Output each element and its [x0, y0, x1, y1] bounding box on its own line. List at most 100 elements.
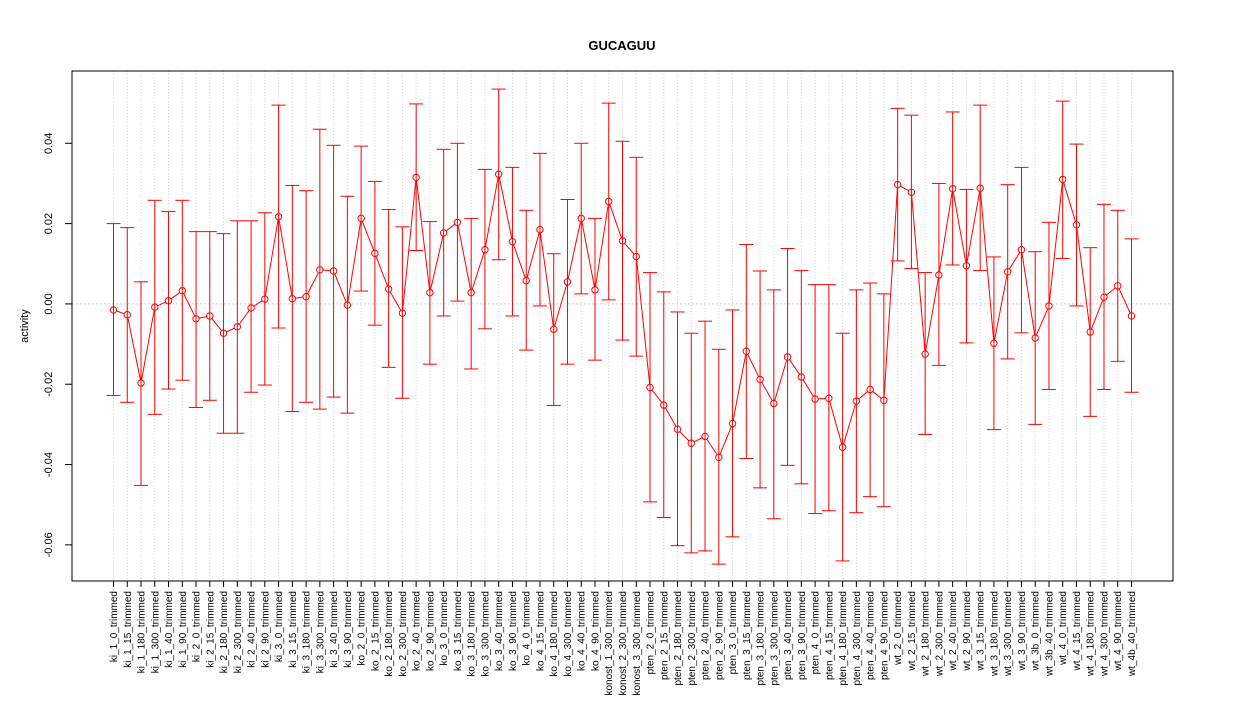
x-tick-label: ki_2_15_trimmed [205, 591, 216, 668]
data-point [398, 309, 407, 317]
series-segment [732, 354, 747, 421]
series-segment [347, 221, 362, 303]
x-tick-label: pten_2_300_trimmed [687, 591, 698, 686]
series-segment [554, 284, 568, 327]
series-segment [457, 225, 472, 290]
data-point [481, 246, 489, 254]
x-tick-label: ki_2_180_trimmed [219, 591, 230, 673]
x-axis: ki_1_0_trimmed ki_1_15_trimmed ki_1_180_tr… [109, 581, 1138, 696]
x-tick-label: ki_3_90_trimmed [343, 591, 354, 668]
data-point [825, 394, 833, 402]
series-segment [624, 242, 635, 255]
data-point [701, 432, 709, 441]
x-tick-label: ko_2_90_trimmed [425, 591, 436, 671]
data-point [357, 214, 365, 223]
x-tick-label: ko_2_300_trimmed [398, 591, 409, 677]
series-segment [295, 296, 304, 299]
x-tick-label: ki_3_40_trimmed [329, 591, 340, 668]
data-point [948, 184, 957, 193]
plot-frame [71, 70, 1174, 582]
x-tick-label: pten_2_180_trimmed [673, 591, 684, 686]
series-segment [170, 292, 180, 300]
series-segment [471, 252, 485, 290]
series-segment [966, 191, 981, 263]
x-tick-label: pten_4_180_trimmed [838, 591, 849, 686]
series-segment [253, 300, 263, 307]
data-point [261, 295, 269, 303]
x-tick-label: ko_4_0_trimmed [522, 591, 533, 665]
series-line [116, 177, 1131, 455]
series-segment [911, 195, 926, 351]
x-tick-label: ko_3_15_trimmed [453, 591, 464, 671]
data-point [109, 306, 118, 314]
x-tick-label: pten_2_15_trimmed [659, 591, 670, 680]
data-point [962, 262, 971, 270]
series-segment [157, 301, 166, 307]
series-segment [1076, 227, 1091, 329]
data-point [935, 271, 943, 279]
x-tick-label: ko_4_15_trimmed [535, 591, 546, 671]
data-point [866, 385, 874, 394]
series-segment [829, 401, 843, 445]
series-segment [802, 379, 814, 397]
x-tick-label: pten_3_40_trimmed [783, 591, 794, 680]
x-tick-label: wt_3_90_trimmed [1017, 591, 1028, 671]
x-tick-label: wt_4_15_trimmed [1072, 591, 1083, 671]
data-point [343, 301, 352, 309]
x-tick-label: ki_3_300_trimmed [315, 591, 326, 673]
x-tick-label: wt_2_90_trimmed [962, 591, 973, 671]
x-tick-label: wt_3_300_trimmed [1003, 591, 1014, 677]
data-point [206, 312, 214, 320]
series-segment [334, 273, 347, 303]
data-point [660, 401, 668, 409]
data-point [1003, 268, 1012, 276]
x-tick-label: ki_1_0_trimmed [109, 591, 120, 662]
x-tick-label: pten_3_180_trimmed [756, 591, 767, 686]
data-point [233, 323, 242, 331]
data-point [673, 425, 682, 433]
x-tick-label: ki_3_180_trimmed [302, 591, 313, 673]
x-tick-label: konost_1_300_trimmed [604, 591, 615, 696]
series-segment [979, 191, 995, 341]
x-tick-label: wt_2_300_trimmed [934, 591, 945, 677]
y-axis: -0.06 -0.04 -0.02 0.00 0.02 0.04 [43, 133, 72, 557]
data-point [921, 350, 929, 358]
data-point [536, 225, 544, 234]
data-point [1114, 282, 1122, 290]
series-segment [211, 318, 222, 332]
series-segment [539, 232, 554, 327]
data-point [467, 288, 475, 297]
series-segment [706, 438, 718, 455]
series-segment [843, 404, 856, 445]
series-segment [952, 191, 967, 263]
data-point [605, 197, 613, 206]
y-tick-label: 0.02 [43, 213, 55, 234]
series-segment [774, 359, 788, 401]
data-point [522, 276, 530, 285]
series-segment [594, 204, 609, 287]
y-tick-label: 0.00 [43, 293, 55, 314]
data-point [852, 397, 861, 405]
data-point [550, 325, 558, 333]
series-segment [402, 180, 417, 311]
series-segment [747, 353, 760, 377]
x-tick-label: wt_2_40_trimmed [948, 591, 959, 671]
data-point [137, 379, 145, 387]
series-segment [375, 256, 388, 287]
data-points [109, 170, 1136, 462]
x-tick-label: ko_2_0_trimmed [357, 591, 368, 665]
x-tick-label: wt_2_180_trimmed [921, 591, 932, 677]
x-tick-label: ko_4_40_trimmed [577, 591, 588, 671]
data-point [123, 311, 131, 319]
x-tick-label: ko_3_0_trimmed [439, 591, 450, 665]
x-tick-label: ki_1_40_trimmed [164, 591, 175, 668]
series-segment [900, 185, 909, 192]
data-point [577, 214, 585, 223]
data-point [880, 396, 888, 404]
series-segment [679, 431, 690, 442]
x-tick-label: wt_4_90_trimmed [1113, 591, 1124, 671]
series-segment [1090, 299, 1104, 330]
x-tick-label: wt_3b_0_trimmed [1031, 591, 1042, 671]
